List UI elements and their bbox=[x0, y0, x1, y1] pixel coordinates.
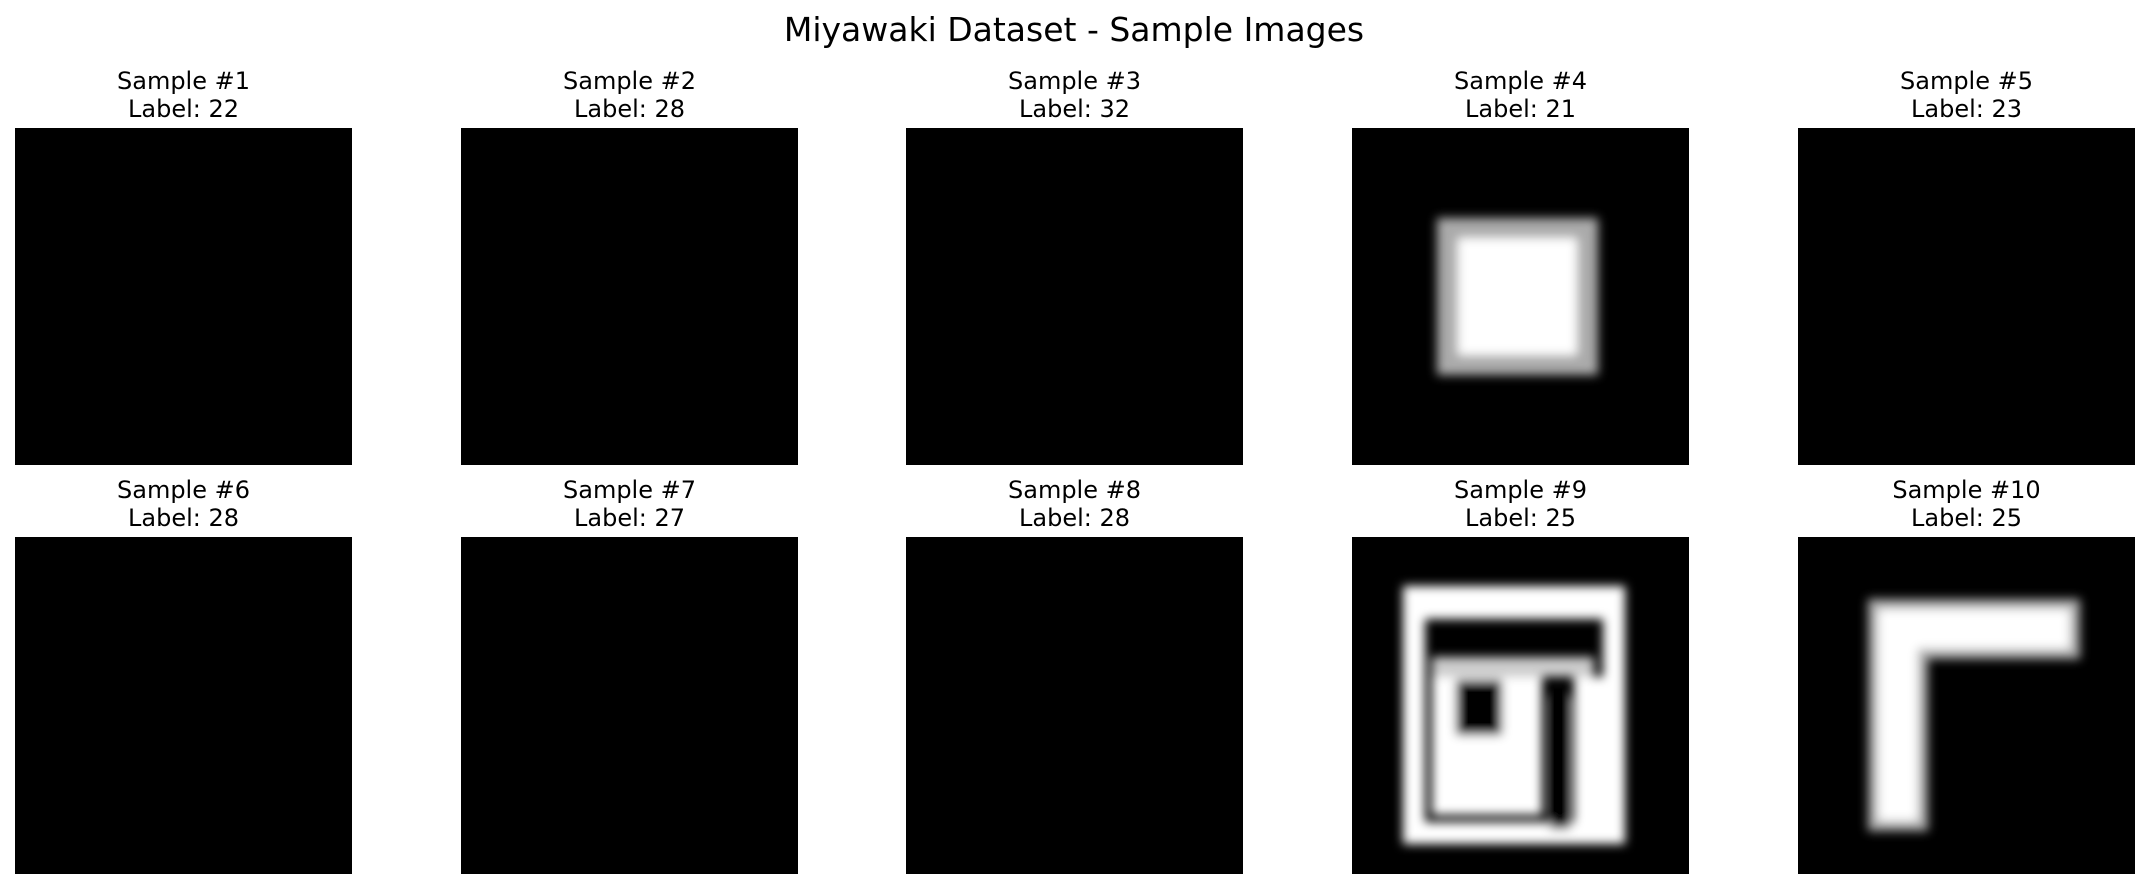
sample-image bbox=[1352, 537, 1689, 874]
sample-heading: Sample #3 Label: 32 bbox=[846, 67, 1303, 123]
sample-image bbox=[461, 537, 798, 874]
sample-title: Sample #1 bbox=[117, 67, 250, 95]
sample-title: Sample #5 bbox=[1900, 67, 2033, 95]
sample-image bbox=[461, 128, 798, 465]
sample-title: Sample #2 bbox=[563, 67, 696, 95]
sample-heading: Sample #1 Label: 22 bbox=[0, 67, 412, 123]
sample-label: Label: 22 bbox=[128, 95, 239, 123]
sample-heading: Sample #6 Label: 28 bbox=[0, 476, 412, 532]
sample-heading: Sample #5 Label: 23 bbox=[1738, 67, 2148, 123]
sample-label: Label: 25 bbox=[1911, 504, 2022, 532]
sample-title: Sample #10 bbox=[1892, 476, 2041, 504]
sample-image bbox=[1798, 537, 2135, 874]
sample-label: Label: 25 bbox=[1465, 504, 1576, 532]
sample-image bbox=[15, 537, 352, 874]
sample-heading: Sample #2 Label: 28 bbox=[401, 67, 858, 123]
sample-heading: Sample #10 Label: 25 bbox=[1738, 476, 2148, 532]
sample-heading: Sample #9 Label: 25 bbox=[1292, 476, 1749, 532]
sample-label: Label: 28 bbox=[128, 504, 239, 532]
sample-title: Sample #9 bbox=[1454, 476, 1587, 504]
sample-label: Label: 28 bbox=[1019, 504, 1130, 532]
corner-glyph-shape bbox=[1868, 599, 2080, 831]
sample-label: Label: 27 bbox=[574, 504, 685, 532]
sample-label: Label: 32 bbox=[1019, 95, 1130, 123]
sample-image bbox=[1798, 128, 2135, 465]
sample-title: Sample #8 bbox=[1008, 476, 1141, 504]
sample-title: Sample #4 bbox=[1454, 67, 1587, 95]
sample-image bbox=[15, 128, 352, 465]
figure-title: Miyawaki Dataset - Sample Images bbox=[783, 10, 1365, 49]
sample-image bbox=[1352, 128, 1689, 465]
sample-label: Label: 21 bbox=[1465, 95, 1576, 123]
sample-label: Label: 23 bbox=[1911, 95, 2022, 123]
sample-title: Sample #7 bbox=[563, 476, 696, 504]
sample-label: Label: 28 bbox=[574, 95, 685, 123]
sample-image bbox=[906, 537, 1243, 874]
hollow-square-shape bbox=[1437, 218, 1598, 375]
sample-heading: Sample #8 Label: 28 bbox=[846, 476, 1303, 532]
sample-image bbox=[906, 128, 1243, 465]
block-glyph-shape bbox=[1403, 586, 1625, 844]
sample-title: Sample #6 bbox=[117, 476, 250, 504]
sample-heading: Sample #4 Label: 21 bbox=[1292, 67, 1749, 123]
sample-title: Sample #3 bbox=[1008, 67, 1141, 95]
sample-heading: Sample #7 Label: 27 bbox=[401, 476, 858, 532]
